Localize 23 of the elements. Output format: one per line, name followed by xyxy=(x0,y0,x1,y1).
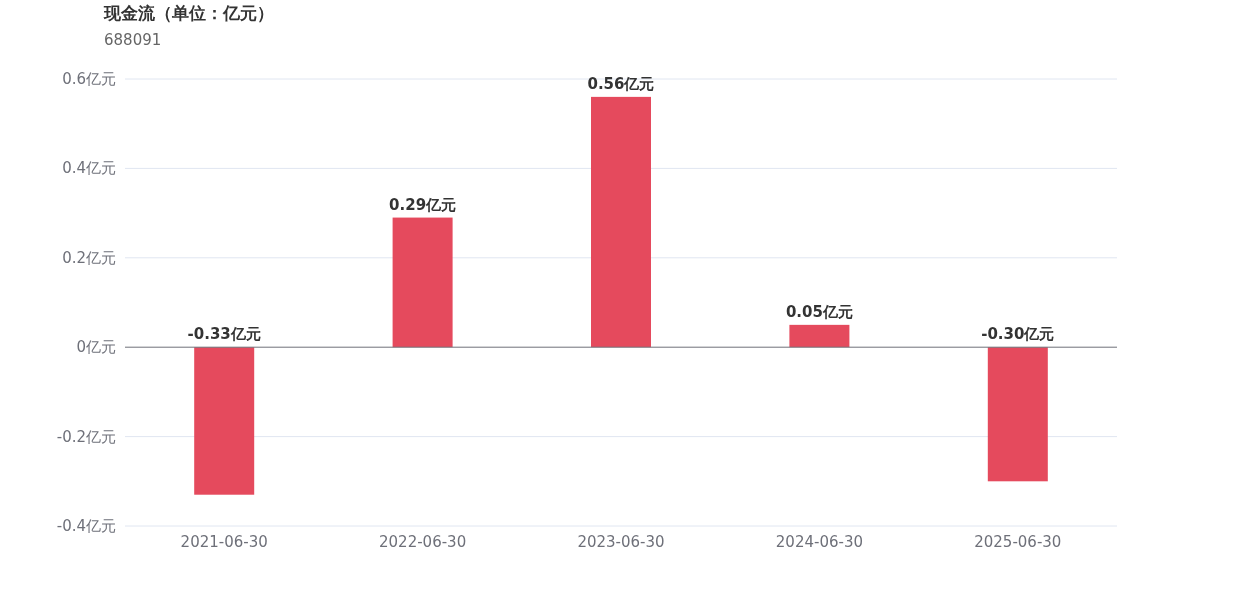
y-tick-label: -0.4亿元 xyxy=(56,517,116,535)
chart-title: 现金流（单位：亿元） xyxy=(103,3,274,23)
x-tick-label: 2021-06-30 xyxy=(180,533,268,551)
y-tick-label: -0.2亿元 xyxy=(56,427,116,446)
bar xyxy=(789,324,850,348)
y-tick-label: 0.4亿元 xyxy=(62,159,116,178)
data-label: 0.56亿元 xyxy=(587,74,655,93)
data-label: -0.30亿元 xyxy=(981,325,1055,344)
data-label: -0.33亿元 xyxy=(187,325,261,344)
bar xyxy=(392,217,453,348)
bar xyxy=(194,347,255,495)
x-tick-label: 2025-06-30 xyxy=(974,533,1062,551)
chart-subtitle: 688091 xyxy=(104,31,162,49)
bar xyxy=(591,96,651,348)
y-tick-label: 0.2亿元 xyxy=(62,248,116,267)
y-tick-label: 0.6亿元 xyxy=(62,70,116,88)
x-tick-label: 2024-06-30 xyxy=(775,533,863,551)
bar xyxy=(987,347,1048,482)
data-label: 0.29亿元 xyxy=(389,195,457,214)
x-tick-label: 2023-06-30 xyxy=(577,533,665,551)
x-tick-label: 2022-06-30 xyxy=(379,533,467,551)
data-label: 0.05亿元 xyxy=(785,302,853,321)
y-tick-label: 0亿元 xyxy=(76,338,116,357)
